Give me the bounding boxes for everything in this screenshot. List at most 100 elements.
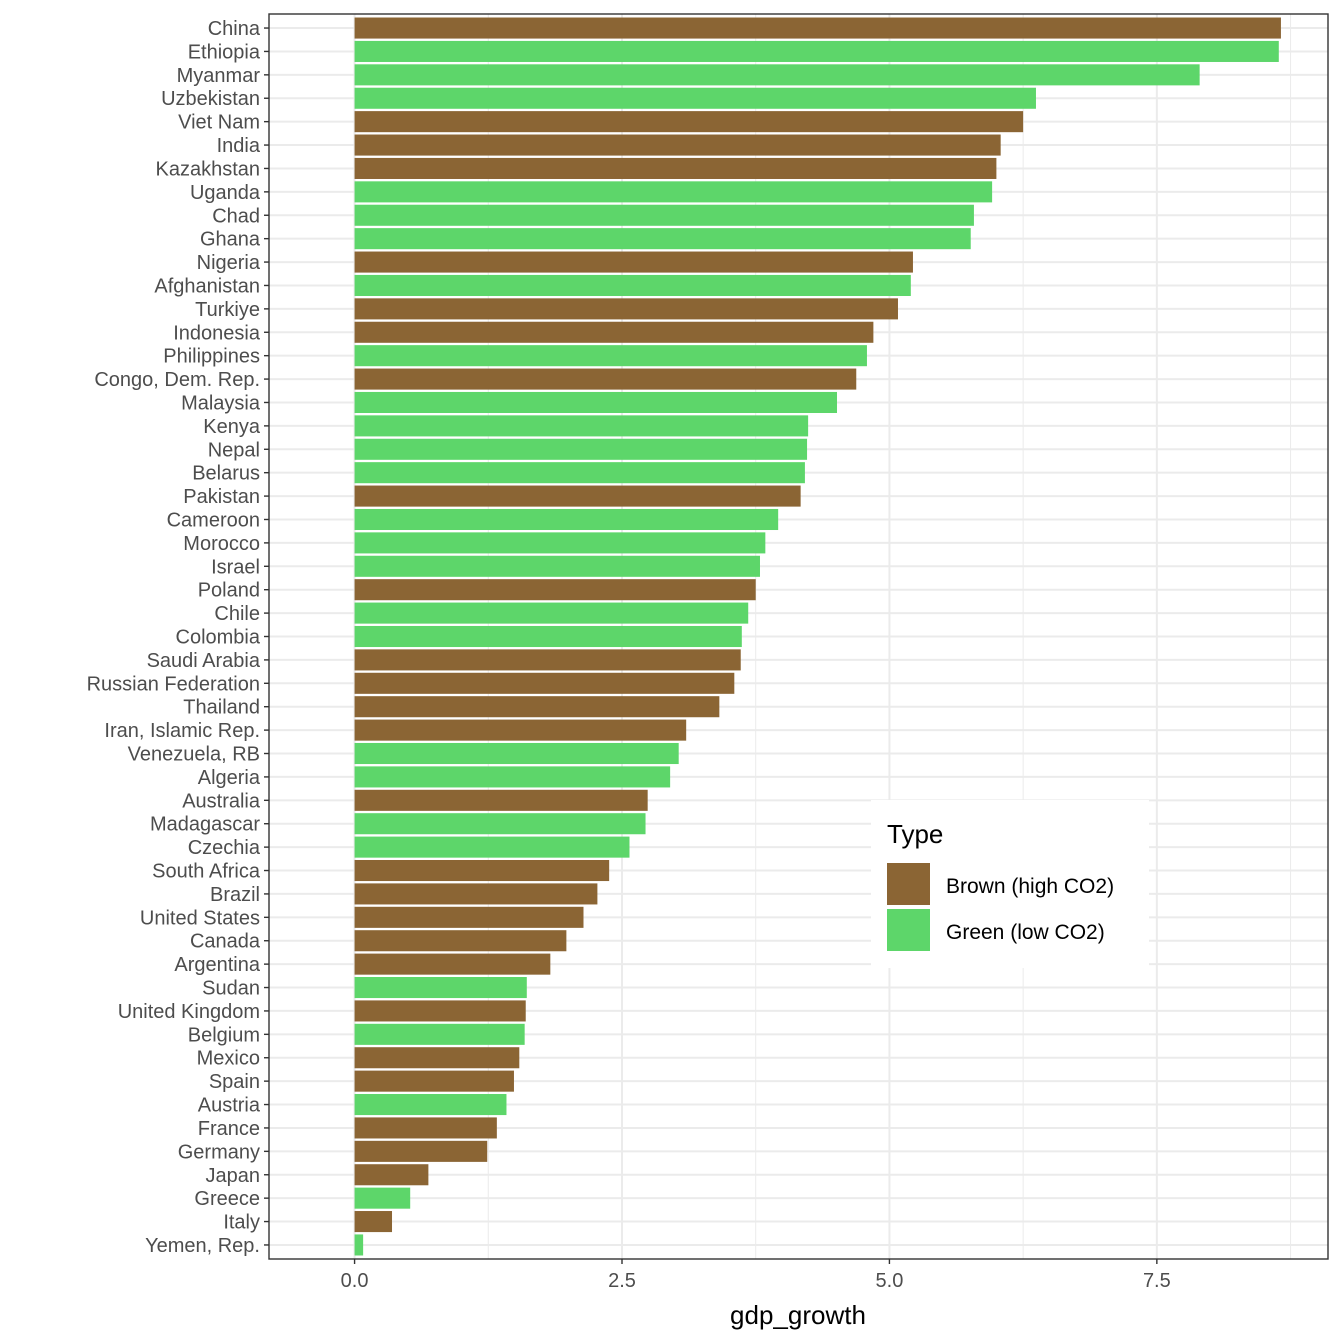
category-label: Afghanistan	[154, 275, 260, 297]
category-label: Austria	[198, 1095, 261, 1117]
category-label: Turkiye	[195, 299, 260, 321]
bar-canada	[354, 930, 567, 952]
legend-label-green: Green (low CO2)	[946, 921, 1105, 944]
category-label: Indonesia	[173, 322, 261, 344]
category-label: Malaysia	[181, 392, 261, 414]
category-label: Madagascar	[150, 814, 260, 836]
category-label: Thailand	[183, 697, 260, 719]
bar-turkiye	[354, 298, 898, 320]
bar-philippines	[354, 345, 867, 367]
bar-yemen-rep	[354, 1234, 364, 1256]
bar-madagascar	[354, 813, 646, 835]
bar-mexico	[354, 1047, 520, 1069]
bar-pakistan	[354, 485, 801, 507]
bar-india	[354, 134, 1001, 156]
category-label: Algeria	[198, 767, 261, 789]
category-label: Argentina	[174, 954, 260, 976]
x-axis-title: gdp_growth	[730, 1300, 866, 1330]
category-label: Philippines	[163, 346, 260, 368]
category-label: Nepal	[208, 439, 260, 461]
bar-indonesia	[354, 321, 874, 343]
bar-uzbekistan	[354, 87, 1036, 109]
bar-austria	[354, 1094, 507, 1116]
category-label: China	[208, 18, 261, 40]
category-label: Sudan	[202, 978, 260, 1000]
bar-uganda	[354, 181, 993, 203]
legend-key-brown	[887, 863, 930, 905]
category-label: Canada	[190, 931, 261, 953]
bar-spain	[354, 1070, 514, 1092]
bar-saudi-arabia	[354, 649, 741, 671]
bar-poland	[354, 579, 756, 601]
bar-italy	[354, 1211, 393, 1233]
bar-belarus	[354, 462, 805, 484]
category-label: Australia	[182, 790, 261, 812]
bar-nepal	[354, 438, 808, 460]
category-label: Japan	[206, 1165, 261, 1187]
bar-russian-federation	[354, 672, 735, 694]
category-label: Belarus	[192, 463, 260, 485]
category-label: India	[217, 135, 261, 157]
category-label: Kazakhstan	[155, 158, 260, 180]
bar-malaysia	[354, 391, 838, 414]
category-label: Ghana	[200, 229, 261, 251]
bar-kenya	[354, 415, 809, 437]
category-label: Mexico	[197, 1048, 260, 1070]
category-label: Colombia	[176, 627, 261, 649]
bar-belgium	[354, 1023, 525, 1045]
category-label: Nigeria	[197, 252, 261, 274]
category-label: United Kingdom	[118, 1001, 260, 1023]
bar-nigeria	[354, 251, 913, 273]
category-label: Israel	[211, 556, 260, 578]
category-label: Myanmar	[177, 65, 261, 87]
legend-key-green	[887, 909, 930, 951]
category-label: Morocco	[183, 533, 260, 555]
category-label: United States	[140, 907, 260, 929]
category-label: Italy	[223, 1212, 260, 1234]
bar-myanmar	[354, 64, 1200, 86]
x-tick-label: 5.0	[876, 1270, 904, 1292]
bar-israel	[354, 555, 760, 577]
bar-kazakhstan	[354, 157, 997, 179]
category-label: Saudi Arabia	[147, 650, 261, 672]
category-label: Germany	[178, 1141, 260, 1163]
bar-sudan	[354, 977, 527, 999]
bar-ethiopia	[354, 40, 1279, 62]
category-label: Uzbekistan	[161, 88, 260, 110]
bar-morocco	[354, 532, 766, 554]
bar-greece	[354, 1187, 411, 1209]
bar-cameroon	[354, 508, 779, 531]
category-label: Congo, Dem. Rep.	[94, 369, 260, 391]
category-label: Uganda	[190, 182, 261, 204]
category-label: Yemen, Rep.	[145, 1235, 260, 1257]
bar-venezuela-rb	[354, 742, 679, 765]
bar-congo-dem-rep	[354, 368, 857, 390]
category-label: Cameroon	[167, 509, 260, 531]
bar-iran-islamic-rep	[354, 719, 687, 741]
x-tick-label: 7.5	[1143, 1270, 1171, 1292]
x-tick-label: 0.0	[341, 1270, 369, 1292]
bar-algeria	[354, 766, 671, 788]
category-label: Poland	[198, 580, 260, 602]
category-label: Brazil	[210, 884, 260, 906]
bars	[354, 17, 1281, 1256]
bar-colombia	[354, 625, 742, 648]
bar-south-africa	[354, 859, 610, 882]
legend-label-brown: Brown (high CO2)	[946, 875, 1114, 898]
bar-czechia	[354, 836, 630, 858]
bar-chile	[354, 602, 749, 624]
category-label: Spain	[209, 1071, 260, 1093]
category-label: Kenya	[203, 416, 261, 438]
category-label: Greece	[194, 1188, 260, 1210]
category-label: South Africa	[152, 861, 261, 883]
category-label: Viet Nam	[178, 112, 260, 134]
x-tick-label: 2.5	[608, 1270, 636, 1292]
bar-china	[354, 17, 1281, 39]
category-label: Chile	[214, 603, 260, 625]
bar-united-states	[354, 906, 584, 928]
bar-chad	[354, 204, 974, 226]
bar-ghana	[354, 228, 971, 250]
bar-viet-nam	[354, 111, 1024, 133]
